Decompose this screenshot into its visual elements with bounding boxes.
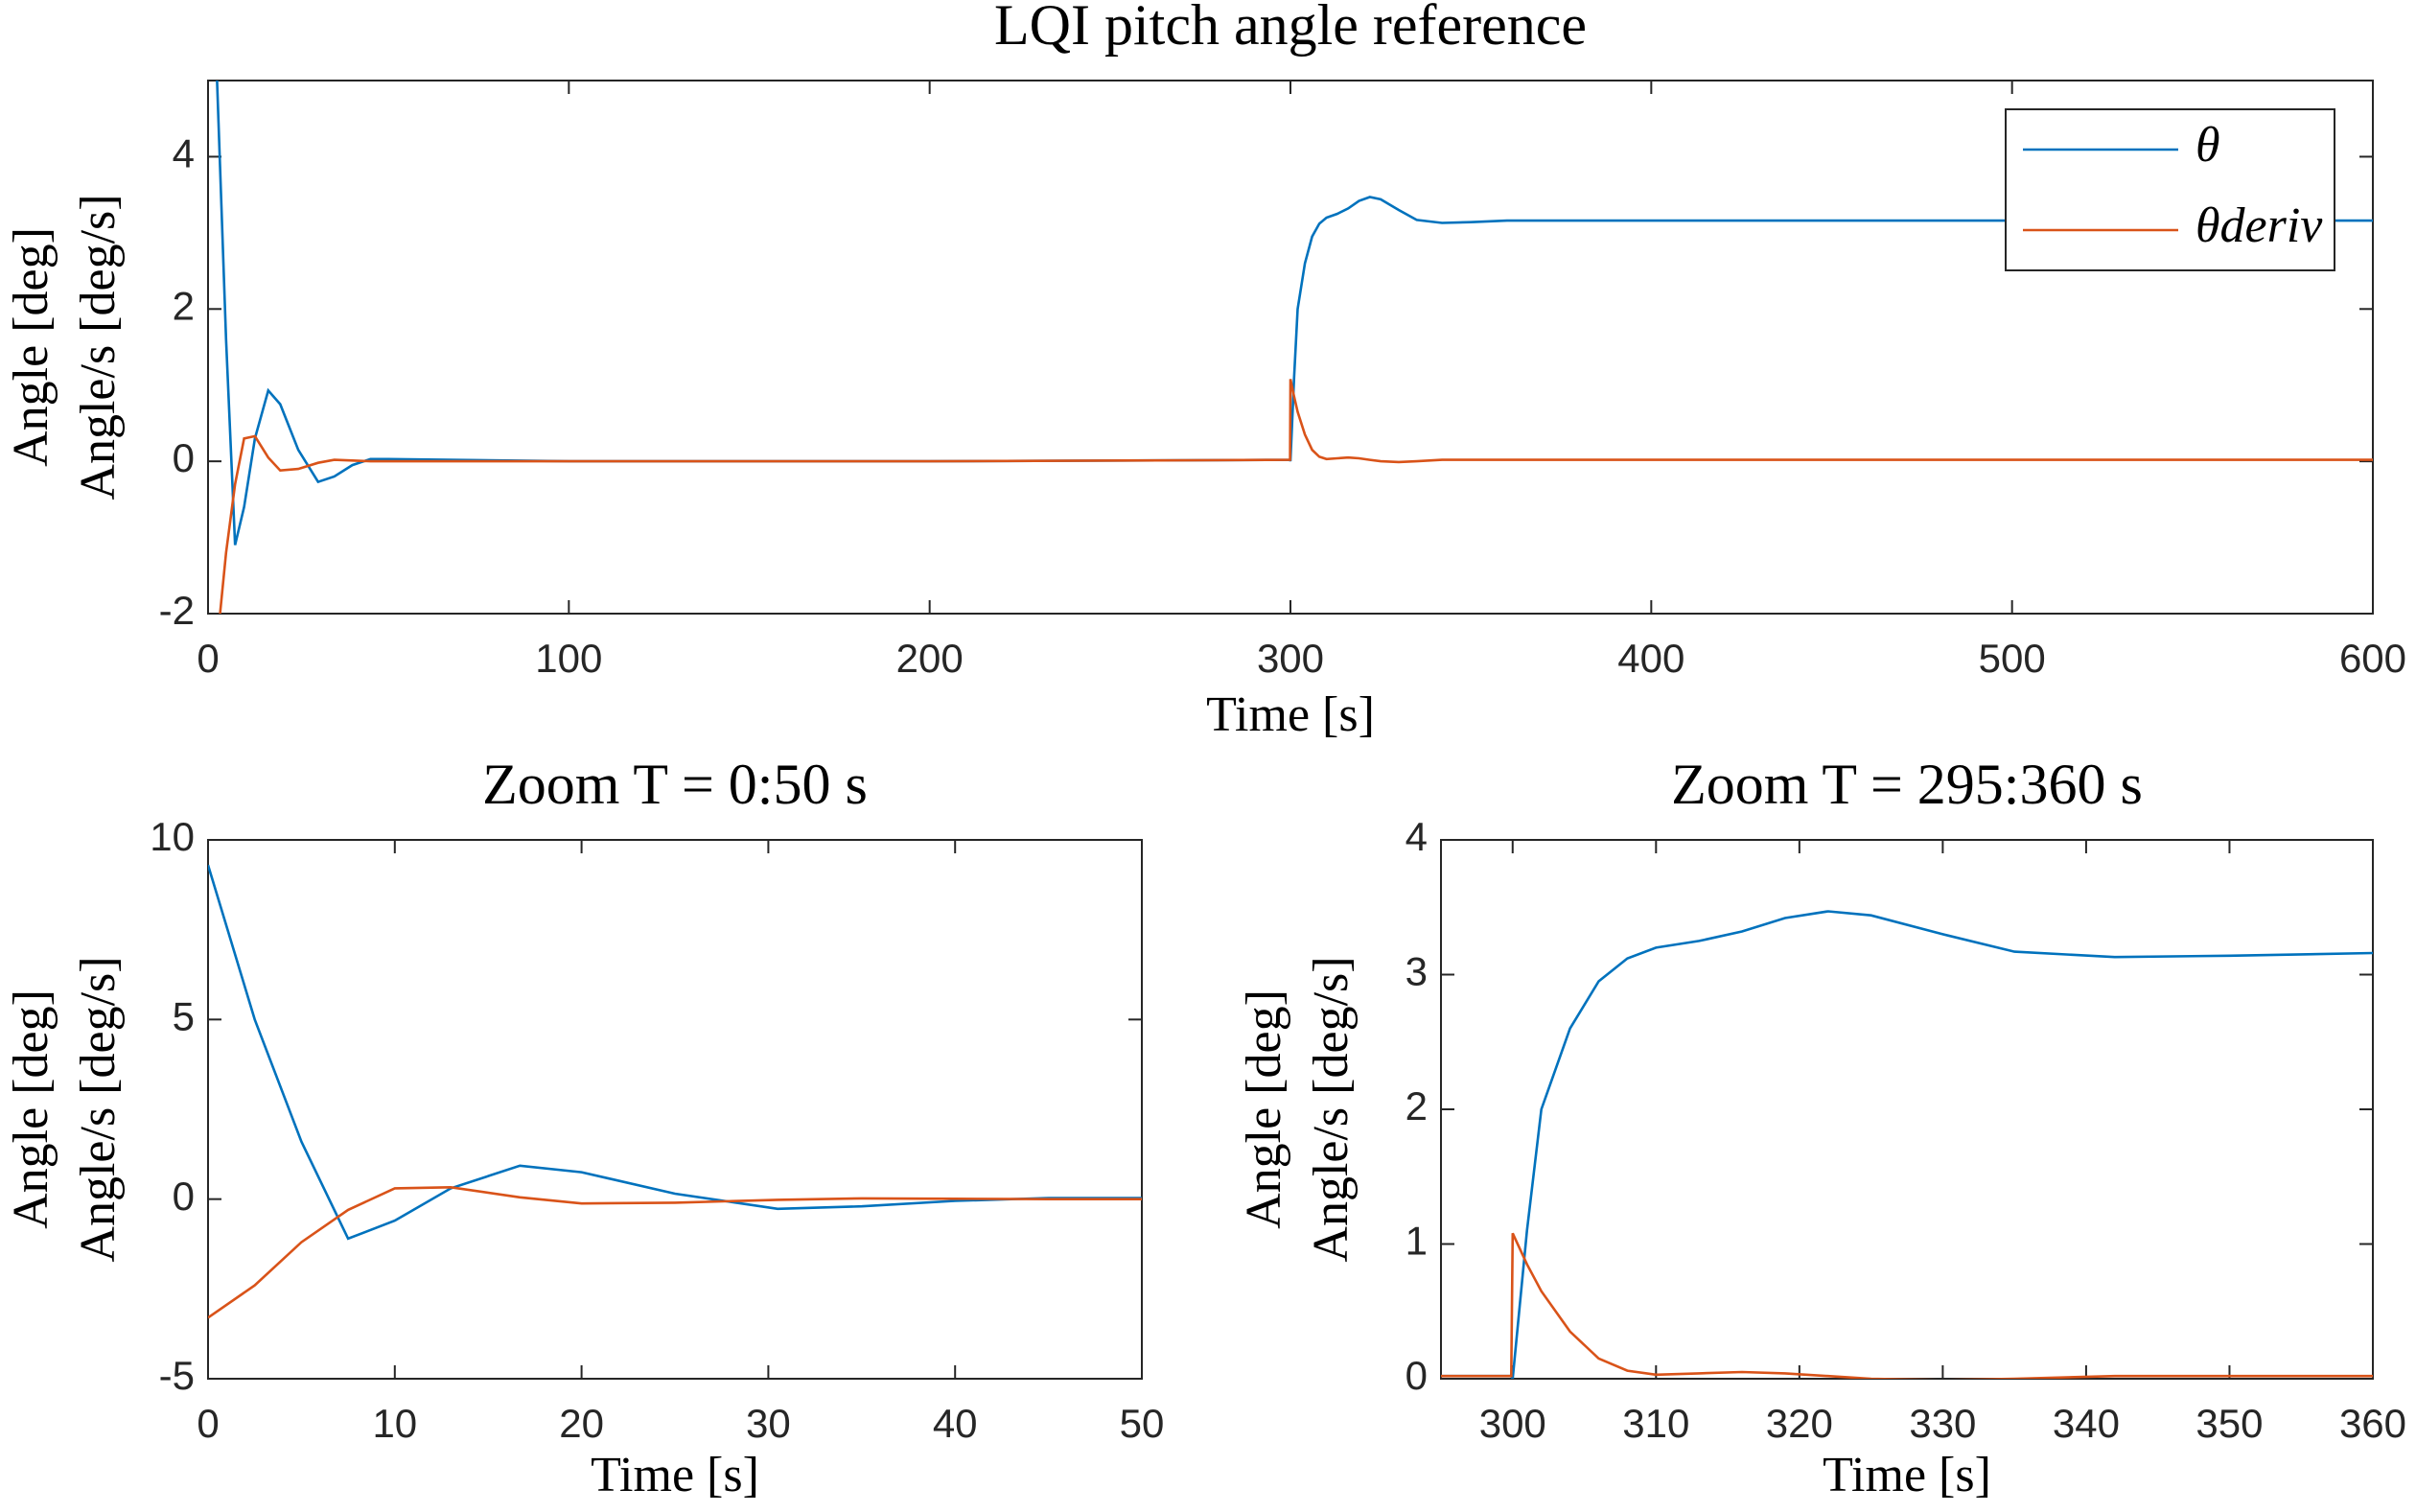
- y-tick-label: 0: [173, 435, 195, 480]
- x-tick-label: 0: [197, 1401, 219, 1446]
- x-tick-label: 400: [1617, 636, 1684, 681]
- x-axis-label: Time [s]: [1206, 687, 1375, 742]
- y-tick-label: 1: [1405, 1219, 1428, 1264]
- data-line: [216, 81, 2373, 546]
- x-tick-label: 500: [1979, 636, 2046, 681]
- x-tick-label: 20: [559, 1401, 604, 1446]
- x-tick-label: 330: [1909, 1401, 1976, 1446]
- y-axis-label: Angle/s [deg/s]: [71, 956, 126, 1262]
- chart-title: Zoom T = 0:50 s: [482, 753, 868, 816]
- data-line: [219, 379, 2373, 614]
- x-tick-label: 50: [1120, 1401, 1165, 1446]
- y-axis-label: Angle/s [deg/s]: [1304, 956, 1359, 1262]
- y-tick-label: 4: [1405, 814, 1428, 859]
- x-tick-label: 300: [1257, 636, 1324, 681]
- y-tick-label: -5: [159, 1353, 195, 1398]
- plot-area: [1440, 839, 2374, 1380]
- x-tick-label: 100: [535, 636, 602, 681]
- data-line: [208, 864, 1142, 1241]
- x-tick-label: 320: [1766, 1401, 1833, 1446]
- y-axis-label: Angle/s [deg/s]: [71, 194, 126, 500]
- data-line: [208, 1185, 1142, 1319]
- y-tick-label: -2: [159, 588, 195, 633]
- data-line: [1441, 1232, 2373, 1379]
- plot-area: [207, 839, 1143, 1380]
- y-tick-label: 2: [1405, 1083, 1428, 1128]
- x-tick-label: 300: [1479, 1401, 1546, 1446]
- x-tick-label: 10: [372, 1401, 417, 1446]
- legend-label: θ: [2195, 118, 2220, 173]
- y-tick-label: 10: [150, 814, 195, 859]
- x-tick-label: 340: [2053, 1401, 2120, 1446]
- y-tick-label: 4: [173, 131, 195, 176]
- y-tick-label: 0: [1405, 1353, 1428, 1398]
- x-tick-label: 40: [933, 1401, 978, 1446]
- x-axis-label: Time [s]: [1823, 1448, 1991, 1502]
- chart-title: LQI pitch angle reference: [994, 0, 1587, 57]
- y-axis-label: Angle [deg]: [4, 227, 58, 467]
- x-tick-label: 200: [896, 636, 964, 681]
- x-tick-label: 600: [2339, 636, 2406, 681]
- y-tick-label: 0: [173, 1174, 195, 1219]
- y-tick-label: 3: [1405, 949, 1428, 994]
- y-tick-label: 2: [173, 283, 195, 328]
- y-axis-label: Angle [deg]: [1237, 989, 1291, 1229]
- x-axis-label: Time [s]: [591, 1448, 759, 1502]
- legend-box: [2005, 108, 2335, 271]
- y-axis-label: Angle [deg]: [4, 989, 58, 1229]
- legend-label: θderiv: [2195, 198, 2323, 253]
- chart-title: Zoom T = 295:360 s: [1671, 753, 2143, 816]
- x-tick-label: 360: [2339, 1401, 2406, 1446]
- data-line: [1441, 910, 2373, 1379]
- y-tick-label: 5: [173, 993, 195, 1038]
- x-tick-label: 310: [1622, 1401, 1689, 1446]
- x-tick-label: 30: [746, 1401, 791, 1446]
- x-tick-label: 0: [197, 636, 219, 681]
- x-tick-label: 350: [2195, 1401, 2263, 1446]
